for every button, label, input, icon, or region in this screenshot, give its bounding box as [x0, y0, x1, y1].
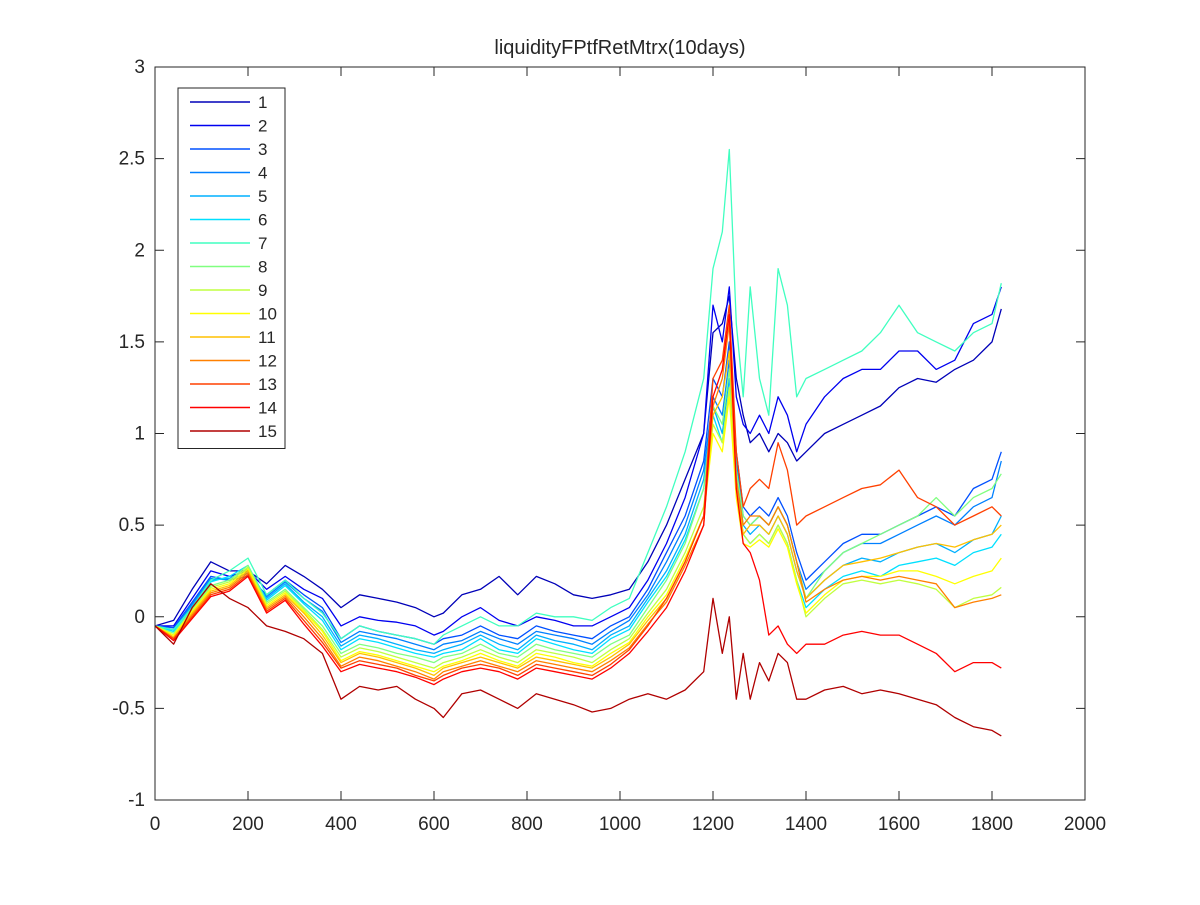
y-tick-label: 0.5 — [119, 515, 145, 536]
legend-label-9: 9 — [258, 281, 267, 300]
legend-box — [177, 87, 286, 449]
x-tick-label: 1600 — [878, 814, 920, 835]
series-line-2 — [155, 286, 1002, 636]
x-tick-label: 1800 — [971, 814, 1013, 835]
series-line-6 — [155, 387, 1002, 658]
x-tick-label: 400 — [325, 814, 357, 835]
series-line-8 — [155, 368, 1002, 664]
legend-label-7: 7 — [258, 234, 267, 253]
y-tick-label: 2 — [134, 240, 145, 261]
chart-title: liquidityFPtfRetMtrx(10days) — [494, 37, 745, 59]
y-tick-label: -1 — [128, 790, 145, 811]
legend-label-12: 12 — [258, 352, 277, 371]
x-tick-label: 600 — [418, 814, 450, 835]
x-tick-label: 800 — [511, 814, 543, 835]
y-tick-label: 1 — [134, 424, 145, 445]
series-line-11 — [155, 350, 1002, 677]
series-line-12 — [155, 322, 1002, 680]
series-line-13 — [155, 304, 1002, 682]
x-tick-label: 1400 — [785, 814, 827, 835]
legend-label-3: 3 — [258, 140, 267, 159]
legend-label-15: 15 — [258, 422, 277, 441]
x-tick-label: 0 — [150, 814, 161, 835]
series-group — [155, 148, 1002, 737]
plot-area — [155, 67, 1085, 800]
axes: 0 200 400 600 800 1000 1200 1400 1600 1800 2000 -1 -… — [112, 57, 1106, 835]
series-line-14 — [155, 313, 1002, 686]
series-line-3 — [155, 341, 1002, 645]
legend-label-14: 14 — [258, 399, 277, 418]
series-line-15 — [155, 583, 1002, 737]
x-tick-label: 200 — [232, 814, 264, 835]
legend-label-10: 10 — [258, 305, 277, 324]
legend-label-1: 1 — [258, 93, 267, 112]
y-tick-label: -0.5 — [112, 698, 145, 719]
legend-label-11: 11 — [258, 328, 276, 347]
y-tick-label: 1.5 — [119, 332, 145, 353]
y-tick-label: 0 — [134, 607, 145, 628]
y-tick-label: 3 — [134, 57, 145, 78]
legend-label-13: 13 — [258, 375, 277, 394]
legend-label-4: 4 — [258, 164, 267, 183]
x-tick-label: 1000 — [599, 814, 641, 835]
x-tick-label: 1200 — [692, 814, 734, 835]
legend-label-2: 2 — [258, 117, 267, 136]
y-tick-label: 2.5 — [119, 149, 145, 170]
series-line-7 — [155, 148, 1002, 645]
x-tick-label: 2000 — [1064, 814, 1106, 835]
legend-label-8: 8 — [258, 258, 267, 277]
series-line-9 — [155, 387, 1002, 669]
legend-label-6: 6 — [258, 211, 267, 230]
legend-label-5: 5 — [258, 187, 267, 206]
